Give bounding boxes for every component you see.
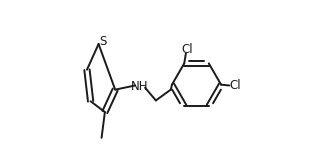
Text: Cl: Cl (229, 79, 241, 92)
Text: Cl: Cl (182, 43, 193, 56)
Text: S: S (99, 35, 107, 48)
Text: NH: NH (131, 80, 149, 93)
